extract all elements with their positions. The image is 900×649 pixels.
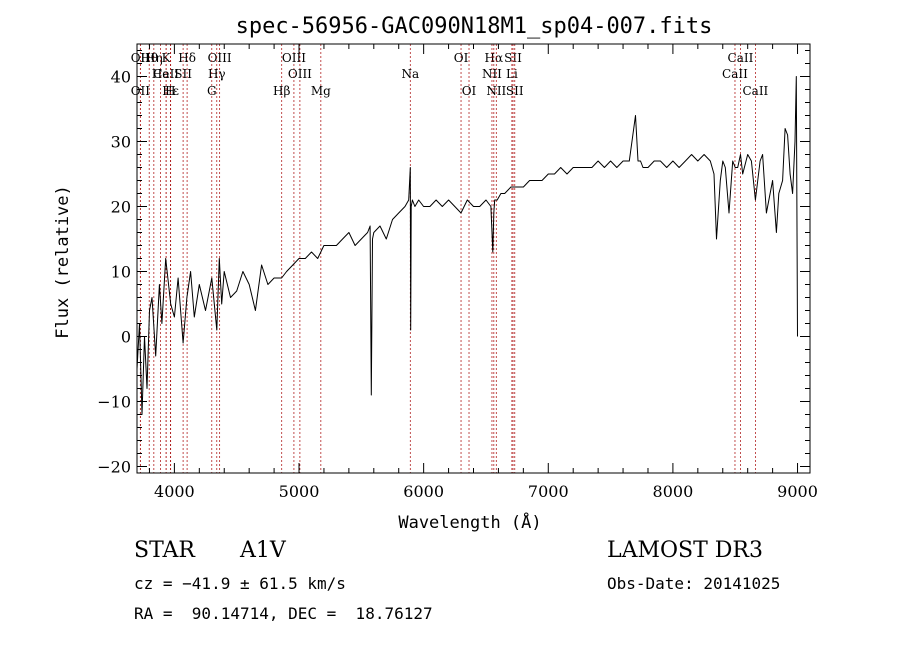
marker-label: OIII <box>208 51 232 65</box>
marker-label: Li <box>506 67 518 81</box>
y-tick-label: 30 <box>111 133 131 152</box>
marker-label: Hε <box>162 84 179 98</box>
marker-label: NII <box>482 67 502 81</box>
marker-label: Hδ <box>178 51 196 65</box>
y-tick-label: 20 <box>111 198 131 217</box>
spectrum-series <box>136 76 798 415</box>
y-tick-label: 0 <box>121 328 131 347</box>
marker-label: H <box>165 84 175 98</box>
marker-label: OIII <box>288 67 312 81</box>
spectrum-line <box>136 76 798 415</box>
x-tick-label: 8000 <box>653 482 694 501</box>
marker-label: Hγ <box>208 67 226 81</box>
plot-frame <box>136 43 811 474</box>
x-tick-label: 7000 <box>528 482 569 501</box>
marker-label: CaII <box>722 67 748 81</box>
y-tick-label: 10 <box>111 263 131 282</box>
marker-label: CaII <box>728 51 754 65</box>
marker-label: OI <box>462 84 477 98</box>
y-axis: −20 −10 0 10 20 30 40 <box>97 50 810 477</box>
object-subclass: A1V <box>240 538 286 563</box>
marker-label: OIII <box>282 51 306 65</box>
object-class: STAR <box>134 538 195 563</box>
redshift-info: cz = −41.9 ± 61.5 km/s <box>134 574 346 593</box>
marker-label: NII <box>486 84 506 98</box>
marker-label: SII <box>506 84 524 98</box>
y-tick-label: −10 <box>97 393 131 412</box>
marker-label: Mg <box>311 84 331 98</box>
x-tick-label: 4000 <box>154 482 195 501</box>
observation-date: Obs-Date: 20141025 <box>607 574 781 593</box>
x-tick-label: 6000 <box>403 482 444 501</box>
marker-label: CaII <box>153 67 179 81</box>
marker-label: Na <box>401 67 419 81</box>
marker-label: K <box>162 51 172 65</box>
coordinates: RA = 90.14714, DEC = 18.76127 <box>134 604 433 623</box>
y-tick-label: −20 <box>97 458 131 477</box>
marker-label: OII <box>131 84 151 98</box>
y-axis-label: Flux (relative) <box>53 185 73 339</box>
marker-label: Hη <box>145 51 163 65</box>
marker-label: Hα <box>485 51 504 65</box>
x-tick-label: 5000 <box>279 482 320 501</box>
marker-label: G <box>207 84 217 98</box>
survey-name: LAMOST DR3 <box>607 538 763 563</box>
y-tick-label: 40 <box>111 68 131 87</box>
marker-label: He <box>152 67 170 81</box>
x-axis: 4000 5000 6000 7000 8000 9000 <box>148 44 818 501</box>
marker-label: Hβ <box>273 84 290 98</box>
marker-label: SII <box>174 67 192 81</box>
marker-label: SII <box>504 51 522 65</box>
marker-label: OI <box>454 51 469 65</box>
marker-label: CaII <box>742 84 768 98</box>
x-axis-label: Wavelength (Å) <box>398 511 541 533</box>
x-tick-label: 9000 <box>777 482 818 501</box>
chart-title: spec-56956-GAC090N18M1_sp04-007.fits <box>236 14 713 39</box>
